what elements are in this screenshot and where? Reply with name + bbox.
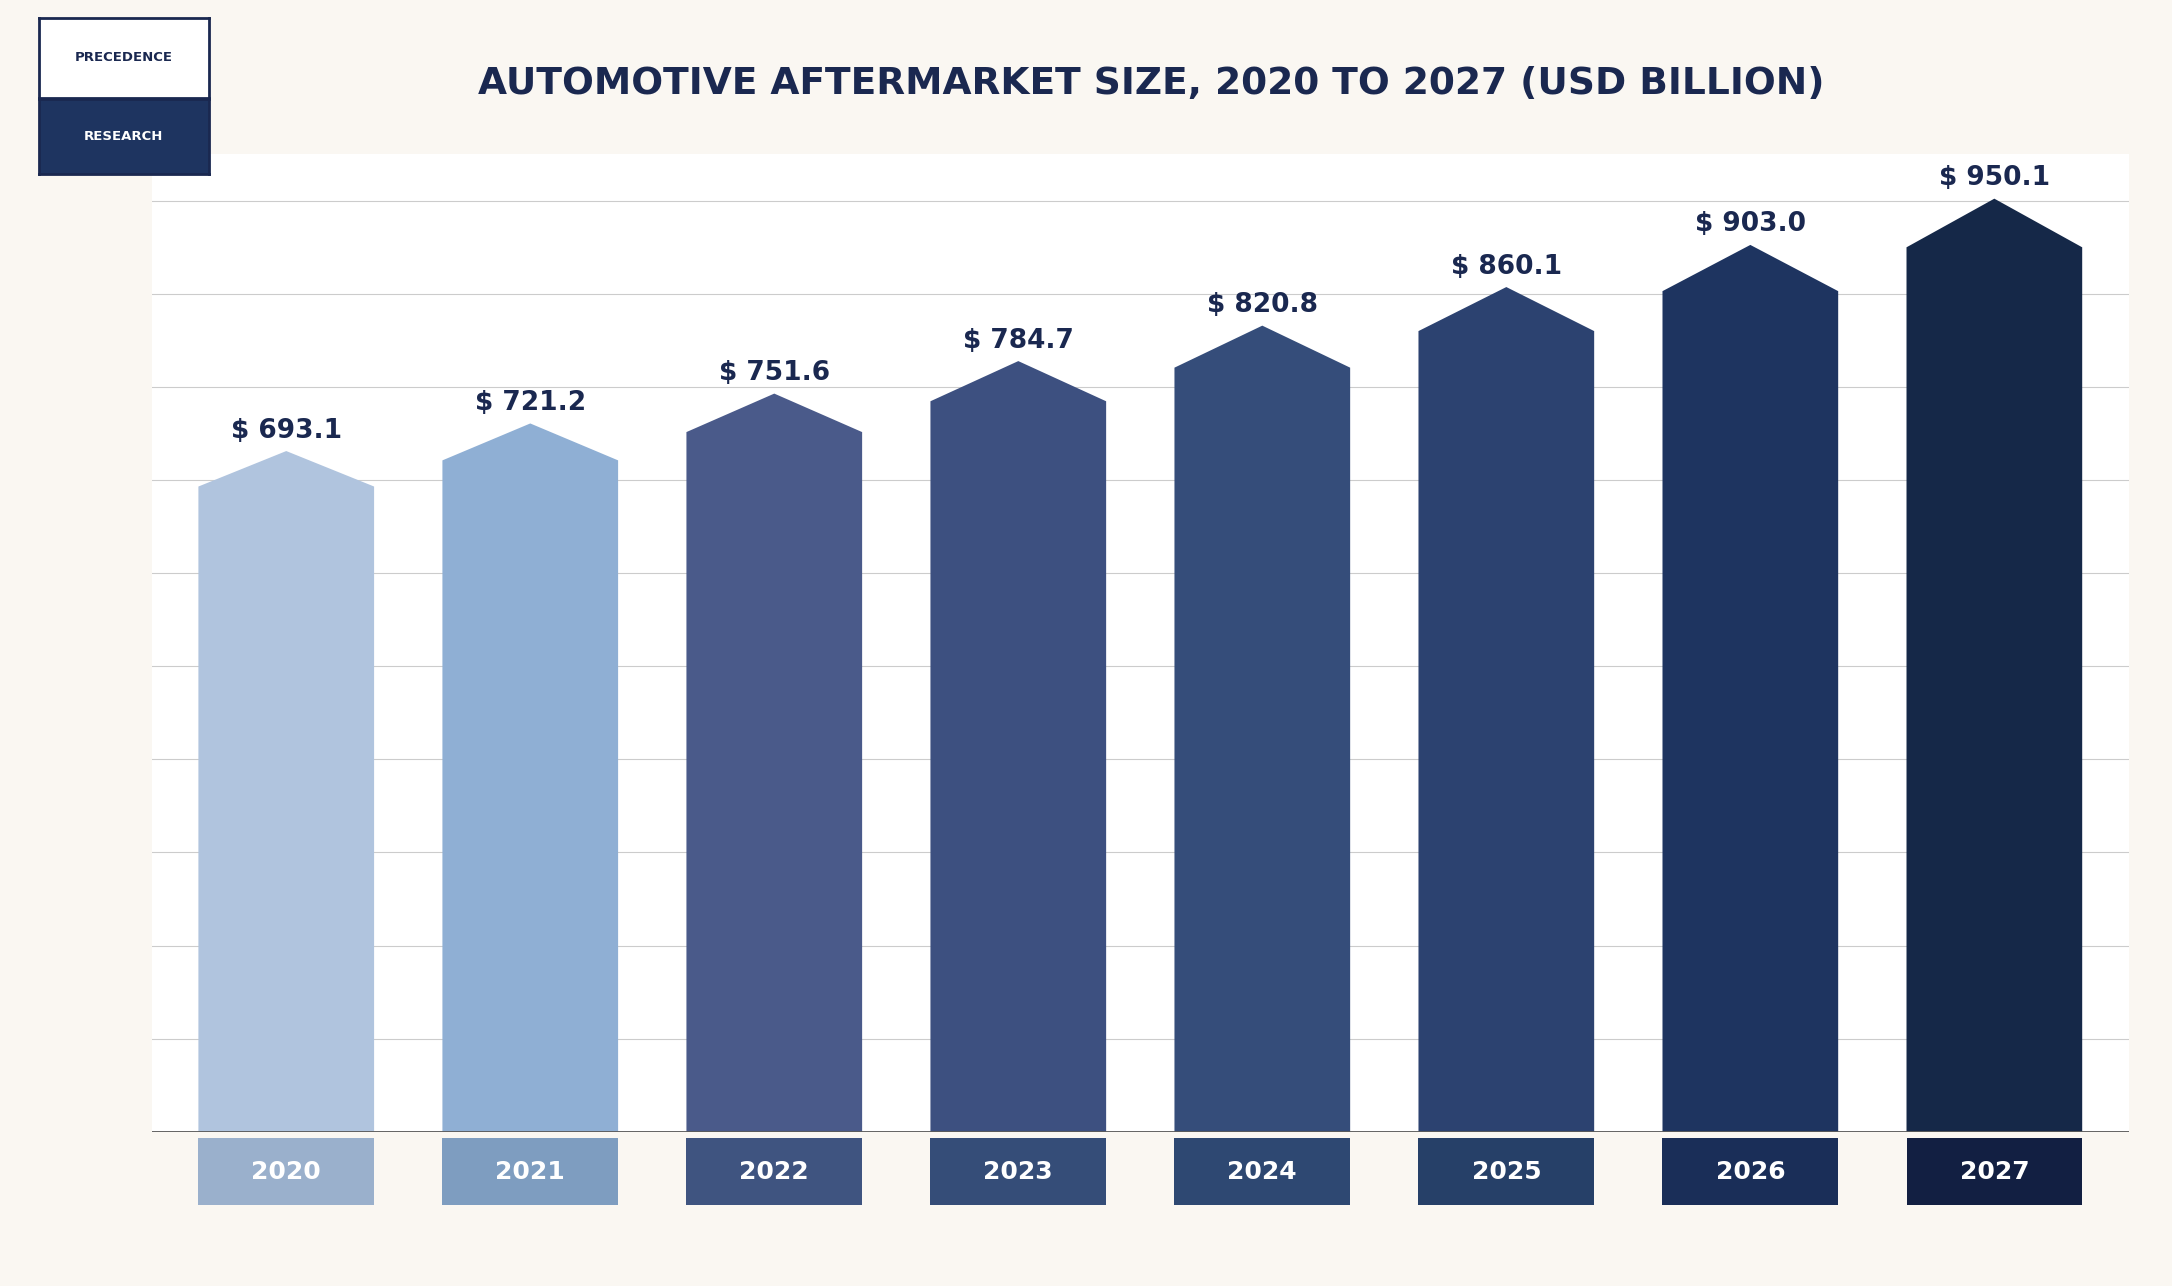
Polygon shape bbox=[930, 361, 1106, 1132]
Text: 2020: 2020 bbox=[252, 1160, 321, 1183]
Text: 2023: 2023 bbox=[984, 1160, 1053, 1183]
Text: $ 950.1: $ 950.1 bbox=[1940, 165, 2050, 192]
Text: 2022: 2022 bbox=[738, 1160, 810, 1183]
Polygon shape bbox=[1907, 198, 2083, 1132]
Text: 2026: 2026 bbox=[1716, 1160, 1785, 1183]
Text: 2025: 2025 bbox=[1470, 1160, 1542, 1183]
Text: $ 751.6: $ 751.6 bbox=[719, 360, 830, 386]
Polygon shape bbox=[443, 423, 619, 1132]
Polygon shape bbox=[1662, 244, 1838, 1132]
Text: RESEARCH: RESEARCH bbox=[85, 130, 163, 143]
Text: 2024: 2024 bbox=[1227, 1160, 1297, 1183]
Text: $ 693.1: $ 693.1 bbox=[230, 418, 341, 444]
Text: PRECEDENCE: PRECEDENCE bbox=[74, 51, 174, 64]
Text: AUTOMOTIVE AFTERMARKET SIZE, 2020 TO 2027 (USD BILLION): AUTOMOTIVE AFTERMARKET SIZE, 2020 TO 202… bbox=[478, 66, 1824, 102]
Text: 2027: 2027 bbox=[1959, 1160, 2029, 1183]
Text: 2021: 2021 bbox=[495, 1160, 565, 1183]
Polygon shape bbox=[1175, 325, 1351, 1132]
Polygon shape bbox=[1418, 287, 1594, 1132]
Text: $ 820.8: $ 820.8 bbox=[1208, 292, 1318, 318]
Polygon shape bbox=[198, 451, 374, 1132]
Text: $ 860.1: $ 860.1 bbox=[1451, 253, 1562, 279]
Text: $ 784.7: $ 784.7 bbox=[962, 328, 1073, 354]
Polygon shape bbox=[686, 394, 862, 1132]
Text: $ 721.2: $ 721.2 bbox=[476, 390, 586, 415]
Text: $ 903.0: $ 903.0 bbox=[1694, 211, 1805, 238]
